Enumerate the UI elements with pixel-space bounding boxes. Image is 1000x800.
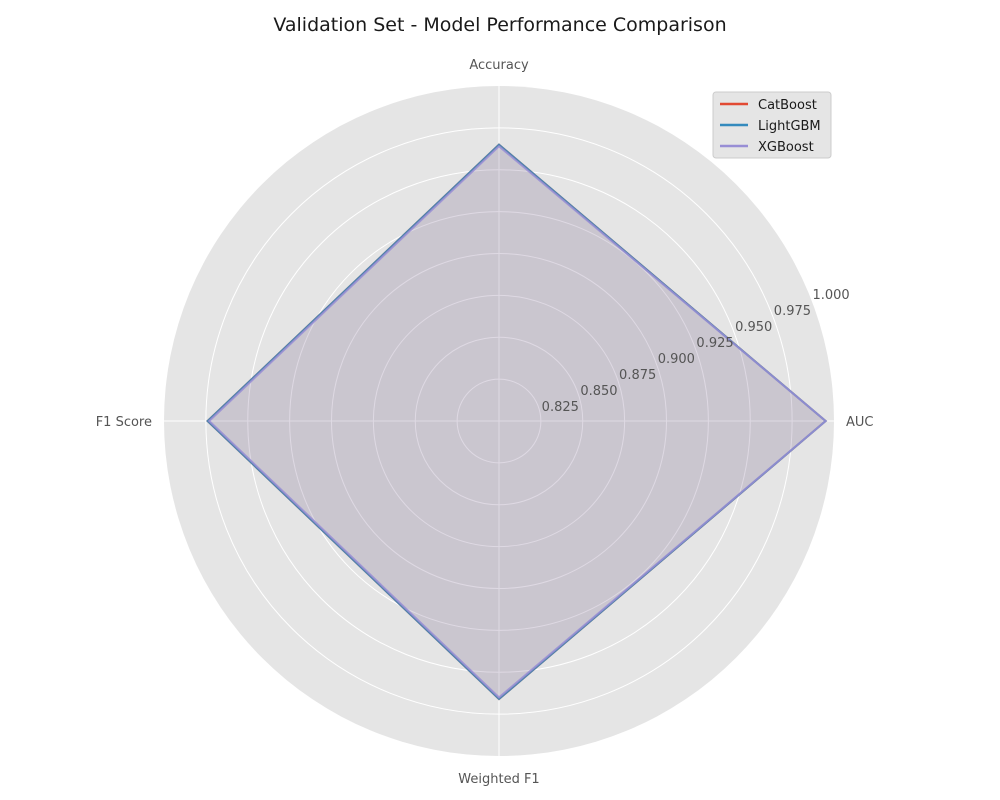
series-fill-xgboost: [209, 146, 826, 698]
radial-tick-label: 0.975: [774, 304, 811, 319]
radial-tick-label: 0.900: [658, 352, 695, 367]
legend-label-catboost: CatBoost: [758, 98, 817, 113]
series-fill-catboost: [207, 144, 826, 700]
series-line-xgboost: [207, 144, 828, 699]
legend-box: [712, 91, 832, 159]
radial-tick-label: 0.925: [696, 336, 733, 351]
axis-label-f1-score: F1 Score: [96, 415, 152, 430]
axis-label-auc: AUC: [846, 415, 874, 430]
series-fill-lightgbm: [207, 144, 826, 700]
axis-label-weighted-f1: Weighted F1: [458, 772, 539, 787]
axis-labels: Accuracy AUC Weighted F1 F1 Score: [96, 58, 874, 787]
legend-label-xgboost: XGBoost: [758, 140, 814, 155]
radial-tick-label: 0.825: [542, 400, 579, 415]
radial-tick-label: 0.950: [735, 320, 772, 335]
chart-title: Validation Set - Model Performance Compa…: [273, 14, 726, 36]
radial-tick-label: 1.000: [812, 288, 849, 303]
axis-label-accuracy: Accuracy: [469, 58, 529, 73]
series-layer: [206, 143, 828, 701]
legend-label-lightgbm: LightGBM: [758, 119, 821, 134]
radial-tick-label: 0.850: [580, 384, 617, 399]
radial-tick-label: 0.875: [619, 368, 656, 383]
legend: CatBoost LightGBM XGBoost: [712, 91, 832, 159]
